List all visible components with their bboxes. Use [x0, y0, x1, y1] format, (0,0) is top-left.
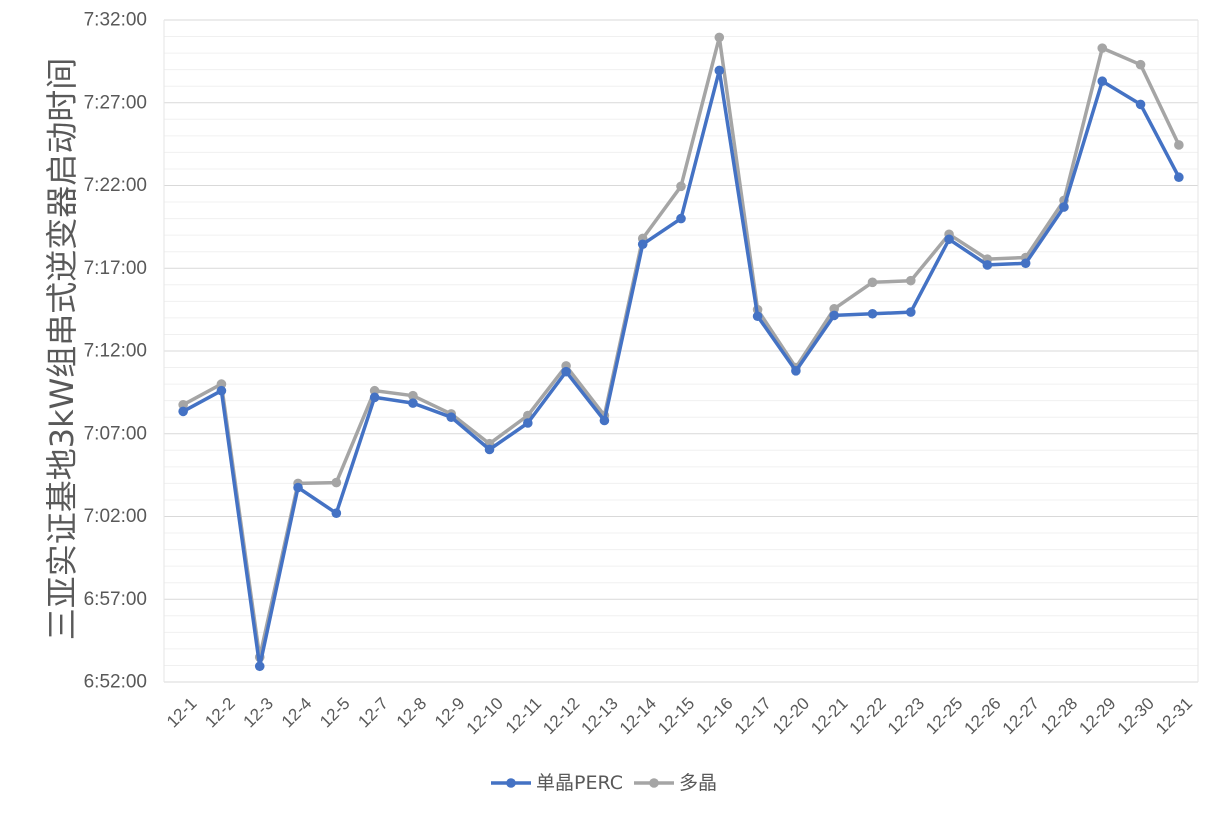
legend-label: 单晶PERC — [536, 772, 623, 794]
data-point — [714, 32, 725, 43]
legend-label: 多晶 — [679, 772, 717, 794]
y-tick-label: 7:07:00 — [84, 423, 147, 444]
data-point — [331, 477, 342, 488]
x-tick-label: 12-5 — [316, 694, 353, 731]
x-tick-label: 12-12 — [539, 694, 583, 738]
major-gridlines — [163, 19, 1199, 683]
x-tick-label: 12-30 — [1114, 694, 1158, 738]
x-tick-label: 12-11 — [502, 694, 545, 737]
x-tick-label: 12-7 — [354, 694, 391, 731]
series-poly — [178, 32, 1184, 662]
data-point — [408, 398, 418, 408]
data-point — [676, 181, 686, 192]
y-tick-label: 6:57:00 — [84, 589, 147, 610]
data-point — [254, 661, 265, 672]
series-line — [182, 35, 1181, 659]
x-tick-label: 12-14 — [616, 694, 660, 738]
data-point — [944, 234, 954, 245]
data-point — [408, 390, 418, 401]
series-group — [178, 32, 1184, 672]
x-tick-label: 12-1 — [163, 694, 200, 731]
x-tick-label: 12-17 — [731, 694, 775, 738]
data-point — [982, 260, 993, 270]
data-point — [1097, 43, 1108, 53]
x-tick-label: 12-22 — [846, 694, 890, 738]
x-tick-label: 12-23 — [884, 694, 928, 738]
x-tick-label: 12-21 — [807, 694, 851, 738]
x-tick-label: 12-27 — [999, 694, 1043, 738]
data-point — [1174, 140, 1184, 150]
data-point — [178, 399, 188, 410]
data-point — [905, 307, 916, 317]
data-point — [867, 277, 878, 288]
x-axis-tick-labels: 12-1 12-2 12-3 12-4 12-5 12-7 12-8 12-912-1012-… — [163, 694, 1196, 738]
data-point — [714, 65, 725, 76]
data-point — [484, 444, 495, 455]
x-tick-label: 12-15 — [654, 694, 698, 738]
data-point — [331, 508, 342, 518]
data-point — [752, 311, 763, 322]
legend: 单晶PERC 多晶 — [491, 772, 717, 794]
y-tick-label: 7:27:00 — [84, 92, 147, 113]
x-tick-label: 12-16 — [692, 694, 736, 738]
data-point — [1135, 59, 1146, 70]
legend-marker — [649, 778, 659, 788]
y-tick-label: 7:32:00 — [84, 10, 147, 31]
data-point — [676, 213, 686, 224]
y-tick-label: 7:12:00 — [84, 341, 147, 362]
x-tick-label: 12-8 — [393, 694, 430, 731]
data-point — [791, 366, 801, 376]
data-point — [905, 275, 916, 286]
y-tick-label: 6:52:00 — [84, 672, 147, 693]
x-tick-label: 12-25 — [922, 694, 966, 738]
data-point — [369, 392, 380, 403]
data-point — [293, 482, 303, 493]
y-axis-tick-labels: 6:52:00 6:57:00 7:02:00 7:07:00 7:12:00 7:17:… — [84, 10, 147, 693]
x-tick-label: 12-3 — [240, 694, 277, 731]
data-point — [637, 239, 648, 250]
data-point — [829, 303, 839, 314]
data-point — [561, 366, 571, 377]
data-point — [369, 385, 380, 396]
x-tick-label: 12-20 — [769, 694, 813, 738]
series-line — [182, 68, 1181, 669]
data-point — [523, 418, 533, 428]
data-point — [599, 415, 610, 426]
y-tick-label: 7:17:00 — [84, 258, 147, 279]
legend-marker — [506, 778, 516, 788]
series-mono-perc — [178, 65, 1184, 672]
x-tick-label: 12-29 — [1075, 694, 1119, 738]
data-point — [829, 310, 839, 321]
data-point — [1097, 76, 1108, 87]
data-point — [1174, 172, 1184, 183]
x-tick-label: 12-28 — [1037, 694, 1081, 738]
data-point — [1059, 202, 1069, 212]
x-tick-label: 12-31 — [1152, 694, 1196, 738]
x-tick-label: 12-10 — [463, 694, 507, 738]
data-point — [1020, 258, 1031, 269]
x-tick-label: 12-26 — [961, 694, 1005, 738]
x-tick-label: 12-4 — [278, 694, 315, 731]
y-axis-label: 三亚实证基地3kW组串式逆变器启动时间 — [43, 58, 81, 641]
y-tick-label: 7:02:00 — [84, 506, 147, 527]
data-point — [1135, 99, 1146, 110]
y-tick-label: 7:22:00 — [84, 175, 147, 196]
data-point — [216, 385, 227, 396]
data-point — [216, 379, 227, 389]
data-point — [446, 412, 457, 423]
data-point — [178, 406, 188, 417]
data-point — [867, 308, 878, 319]
x-tick-label: 12-2 — [201, 694, 238, 731]
minor-gridlines — [164, 36, 1198, 666]
x-tick-label: 12-13 — [578, 694, 622, 738]
